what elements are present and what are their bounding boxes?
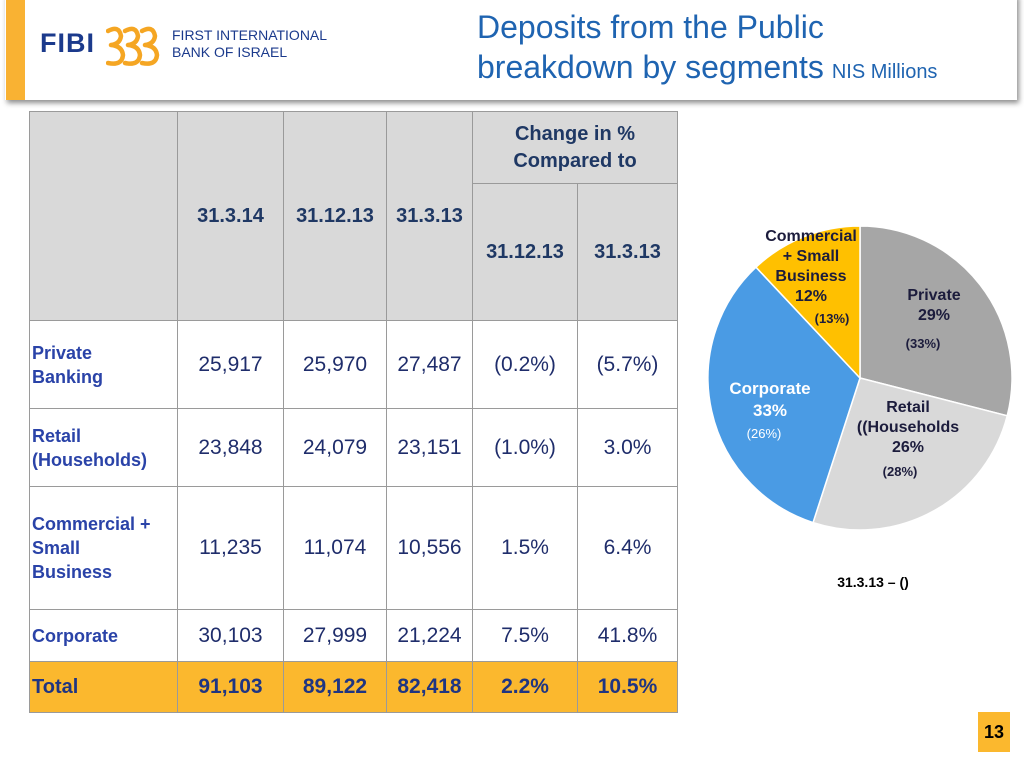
table-row: Retail (Households) 23,848 24,079 23,151… <box>29 408 678 487</box>
table-cell: 3.0% <box>577 408 678 487</box>
row-label-line: Retail <box>32 425 82 446</box>
segments-pie-chart <box>707 225 1013 531</box>
pie-prior-label-corporate: (26%) <box>746 426 782 441</box>
header-segment-cell <box>29 111 178 321</box>
title-line-text: breakdown by segments <box>477 49 824 85</box>
pie-label-line: Corporate <box>729 379 811 398</box>
table-cell: 11,235 <box>177 486 284 610</box>
total-cell: 91,103 <box>177 661 284 713</box>
pie-label-private: Private 29% <box>864 286 1004 326</box>
pie-label-line: Retail <box>886 399 930 416</box>
table-cell: 21,224 <box>386 609 473 662</box>
pie-value-label: 29% <box>917 307 951 324</box>
table-cell: 23,151 <box>386 408 473 487</box>
header-change-column: 31.12.13 <box>472 183 578 321</box>
title-unit: NIS Millions <box>831 61 938 83</box>
pie-value-label: 33% <box>752 401 788 420</box>
row-label: Commercial + Small Business <box>29 486 178 610</box>
logo-text: FIBI <box>40 28 95 58</box>
row-label-line: (Households) <box>32 449 147 470</box>
change-header-line: Compared to <box>513 149 637 172</box>
pie-value-label: 12% <box>794 288 828 305</box>
pie-label-line: Private <box>907 287 961 304</box>
pie-slice-retail <box>812 377 1009 531</box>
table-row: Commercial + Small Business 11,235 11,07… <box>29 486 678 610</box>
pie-label-retail: Retail ((Households 26% <box>838 398 978 458</box>
page-number: 13 <box>978 712 1010 752</box>
bank-name: FIRST INTERNATIONAL BANK OF ISRAEL <box>172 27 327 61</box>
table-cell: 27,487 <box>386 320 473 409</box>
table-cell: (1.0%) <box>472 408 578 487</box>
table-cell: 27,999 <box>283 609 387 662</box>
row-label-line: Corporate <box>32 625 119 646</box>
pie-prior-label-retail: (28%) <box>882 464 918 479</box>
table-row: Corporate 30,103 27,999 21,224 7.5% 41.8… <box>29 609 678 662</box>
title-line: Deposits from the Public <box>477 9 824 45</box>
table-cell: (5.7%) <box>577 320 678 409</box>
total-cell: 10.5% <box>577 661 678 713</box>
table-subheader-row: 31.12.13 31.3.13 <box>30 183 678 321</box>
pie-label-line: + Small <box>782 248 840 265</box>
change-header-line: Change in % <box>514 122 635 145</box>
table-cell: 30,103 <box>177 609 284 662</box>
row-label-line: Small <box>32 538 81 558</box>
total-cell: 89,122 <box>283 661 387 713</box>
row-label: Retail (Households) <box>29 408 178 487</box>
header-change-group: Change in % Compared to <box>472 111 678 184</box>
pie-label-corporate: Corporate 33% <box>700 378 840 422</box>
pie-slice-commercial <box>754 225 861 380</box>
row-label-line: Business <box>32 562 113 582</box>
pie-label-line: ((Households <box>856 419 960 436</box>
row-label-line: Private <box>32 342 93 363</box>
total-label: Total <box>29 661 178 713</box>
table-cell: 11,074 <box>283 486 387 610</box>
table-cell: 24,079 <box>283 408 387 487</box>
row-label-line: Banking <box>32 366 104 387</box>
table-cell: 25,970 <box>283 320 387 409</box>
bank-name-line: BANK OF ISRAEL <box>172 44 288 60</box>
table-cell: 25,917 <box>177 320 284 409</box>
fibi-swirl-icon <box>106 26 160 66</box>
table-row: Private Banking 25,917 25,970 27,487 (0.… <box>29 320 678 409</box>
pie-label-line: Commercial <box>765 228 857 245</box>
slide-title: Deposits from the Public breakdown by se… <box>477 7 937 92</box>
pie-value-label: 26% <box>891 439 925 456</box>
row-label: Corporate <box>29 609 178 662</box>
title-line: breakdown by segments NIS Millions <box>477 47 937 92</box>
pie-label-commercial: Commercial + Small Business 12% <box>741 227 881 307</box>
table-cell: (0.2%) <box>472 320 578 409</box>
table-cell: 1.5% <box>472 486 578 610</box>
row-label: Private Banking <box>29 320 178 409</box>
total-cell: 2.2% <box>472 661 578 713</box>
total-cell: 82,418 <box>386 661 473 713</box>
pie-caption: 31.3.13 – () <box>837 574 909 590</box>
table-header-row: 31.3.14 31.12.13 31.3.13 Change in % Com… <box>29 111 678 321</box>
header-column: 31.3.13 <box>386 111 473 321</box>
pie-prior-label-commercial: (13%) <box>814 311 850 326</box>
header-change-column: 31.3.13 <box>577 183 678 321</box>
header-column: 31.3.14 <box>177 111 284 321</box>
header-column: 31.12.13 <box>283 111 387 321</box>
table-cell: 10,556 <box>386 486 473 610</box>
pie-prior-label-private: (33%) <box>905 336 941 351</box>
row-label-line: Commercial + <box>32 514 151 534</box>
accent-bar <box>6 0 25 100</box>
pie-slice-private <box>859 225 1013 417</box>
deposits-table: 31.3.14 31.12.13 31.3.13 Change in % Com… <box>29 111 678 713</box>
table-total-row: Total 91,103 89,122 82,418 2.2% 10.5% <box>29 661 678 713</box>
table-cell: 6.4% <box>577 486 678 610</box>
table-cell: 41.8% <box>577 609 678 662</box>
slide-header <box>5 0 1017 100</box>
pie-slice-corporate <box>707 266 861 524</box>
table-cell: 23,848 <box>177 408 284 487</box>
bank-name-line: FIRST INTERNATIONAL <box>172 27 328 43</box>
table-cell: 7.5% <box>472 609 578 662</box>
pie-label-line: Business <box>775 268 847 285</box>
